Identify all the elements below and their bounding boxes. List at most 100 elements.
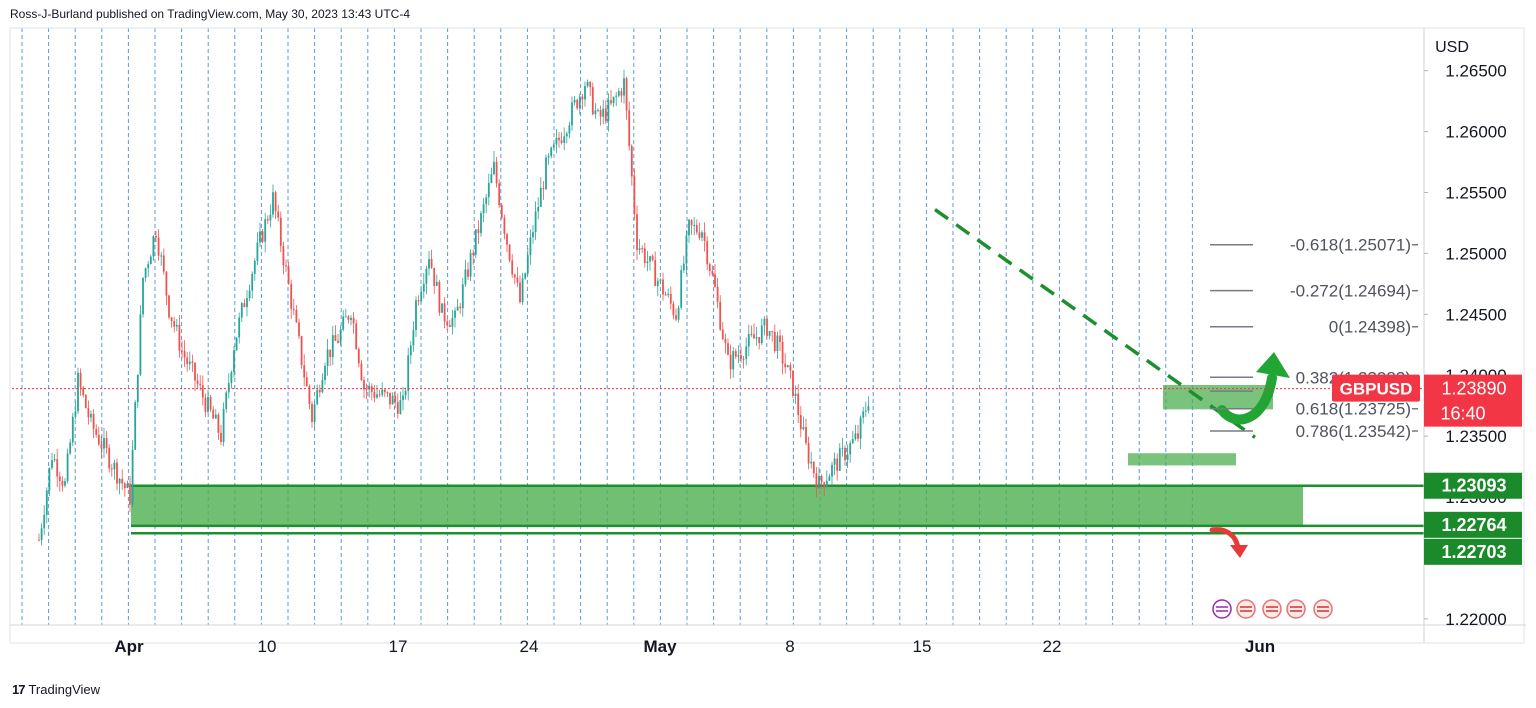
candle-body	[357, 348, 360, 364]
candle-body	[222, 408, 225, 443]
y-tick-label: 1.25500	[1445, 183, 1506, 202]
annotation-lines	[933, 208, 1290, 558]
candle-body	[407, 355, 410, 391]
candle-body	[131, 449, 134, 505]
candle-body	[188, 361, 191, 365]
candle-body	[599, 110, 602, 117]
candle-body	[815, 473, 818, 489]
candle-body	[823, 482, 826, 488]
x-tick-label: May	[643, 637, 677, 656]
us-flag-event-icon[interactable]	[1313, 599, 1333, 619]
candle-body	[667, 293, 670, 296]
candle-body	[209, 396, 212, 410]
candle-body	[859, 417, 862, 439]
candle-body	[789, 365, 792, 371]
candle-body	[285, 265, 287, 267]
candle-body	[246, 298, 248, 307]
candle-body	[443, 303, 446, 322]
fib-label: -0.272(1.24694)	[1290, 282, 1411, 301]
candle-body	[264, 219, 267, 242]
candle-body	[737, 354, 740, 357]
candle-body	[818, 475, 820, 489]
candle-body	[311, 404, 313, 423]
candle-body	[714, 274, 716, 287]
candle-body	[797, 393, 800, 416]
candle-body	[480, 213, 482, 234]
last-price-badge	[1424, 374, 1522, 427]
candle-body	[191, 361, 194, 363]
us-flag-event-icon[interactable]	[1262, 599, 1282, 619]
candle-body	[617, 91, 620, 96]
candle-body	[139, 314, 142, 375]
support-price-badge	[1424, 538, 1522, 565]
candle-body	[183, 350, 186, 358]
arrow-up-icon	[1217, 373, 1277, 425]
candle-body	[630, 146, 633, 177]
candle-body	[326, 349, 329, 366]
candle-body	[433, 267, 436, 286]
candle-body	[685, 235, 688, 264]
candle-body	[344, 316, 347, 318]
candle-body	[490, 174, 493, 183]
support-price-label: 1.22764	[1441, 515, 1506, 535]
candle-body	[126, 483, 129, 489]
candle-body	[594, 110, 597, 115]
candle-body	[711, 271, 714, 275]
candle-body	[53, 459, 56, 461]
candle-body	[420, 291, 423, 302]
candle-body	[404, 390, 407, 396]
candle-body	[48, 468, 51, 491]
candle-body	[573, 99, 576, 103]
candle-body	[628, 110, 631, 147]
candle-body	[199, 383, 202, 386]
candle-body	[409, 345, 412, 356]
last-price-value: 1.23890	[1441, 379, 1506, 399]
candle-body	[415, 300, 417, 331]
candle-body	[173, 321, 176, 327]
countdown-timer: 16:40	[1440, 404, 1485, 424]
candle-body	[181, 350, 183, 352]
candle-body	[753, 334, 755, 339]
candle-body	[571, 102, 573, 126]
candle-body	[693, 225, 696, 227]
candle-body	[422, 283, 425, 292]
candle-body	[347, 316, 350, 320]
tradingview-logo-icon: 17	[12, 682, 26, 697]
candle-body	[656, 280, 659, 286]
candle-body	[805, 426, 807, 444]
publisher-line: Ross-J-Burland published on TradingView.…	[10, 7, 410, 21]
candle-body	[259, 231, 261, 243]
us-flag-event-icon[interactable]	[1286, 599, 1306, 619]
candle-body	[123, 483, 126, 489]
candle-body	[521, 278, 524, 303]
candle-body	[370, 386, 373, 392]
candle-body	[194, 362, 196, 381]
candle-body	[233, 350, 235, 373]
candle-body	[360, 363, 363, 381]
candle-body	[461, 284, 464, 309]
candle-body	[256, 242, 259, 261]
candle-body	[456, 306, 459, 311]
tradingview-brand[interactable]: 17 TradingView	[12, 682, 100, 697]
flash-event-icon[interactable]	[1212, 599, 1232, 619]
candle-body	[828, 476, 831, 481]
arrow-down-icon	[1209, 527, 1241, 551]
candle-body	[334, 335, 337, 341]
candle-body	[298, 322, 300, 337]
candle-body	[337, 340, 339, 343]
us-flag-event-icon[interactable]	[1236, 599, 1256, 619]
candle-body	[755, 337, 758, 339]
candle-body	[864, 410, 867, 412]
currency-label: USD	[1435, 39, 1469, 56]
candle-body	[56, 459, 59, 477]
candle-body	[849, 443, 852, 455]
candle-body	[355, 323, 358, 349]
candle-body	[792, 370, 794, 397]
candle-body	[675, 315, 677, 320]
candle-body	[578, 96, 581, 109]
candle-body	[836, 458, 839, 471]
candle-body	[295, 309, 298, 323]
candle-body	[786, 365, 789, 368]
candle-body	[545, 157, 547, 190]
